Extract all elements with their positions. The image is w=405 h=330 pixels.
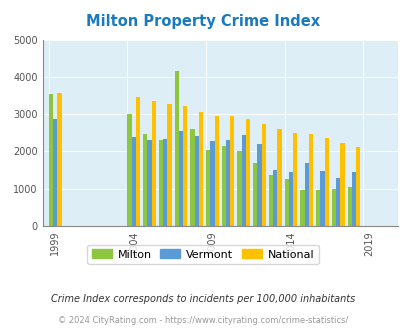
Bar [320, 171, 324, 226]
Bar [190, 129, 194, 226]
Bar [351, 172, 355, 226]
Bar [178, 131, 183, 226]
Bar [335, 178, 339, 226]
Bar [288, 172, 292, 226]
Bar [221, 146, 226, 226]
Bar [308, 134, 312, 226]
Bar [355, 148, 359, 226]
Bar [214, 116, 218, 226]
Bar [257, 145, 261, 226]
Bar [163, 139, 167, 226]
Bar [158, 140, 163, 226]
Bar [237, 151, 241, 226]
Bar [183, 106, 187, 226]
Bar [339, 143, 344, 226]
Bar [210, 141, 214, 226]
Bar [292, 133, 296, 226]
Bar [127, 114, 131, 226]
Text: © 2024 CityRating.com - https://www.cityrating.com/crime-statistics/: © 2024 CityRating.com - https://www.city… [58, 315, 347, 325]
Bar [194, 136, 198, 226]
Text: Crime Index corresponds to incidents per 100,000 inhabitants: Crime Index corresponds to incidents per… [51, 294, 354, 304]
Bar [49, 94, 53, 226]
Bar [253, 163, 257, 226]
Bar [245, 119, 249, 226]
Bar [136, 97, 140, 226]
Bar [261, 124, 265, 226]
Bar [57, 92, 62, 226]
Bar [304, 163, 308, 226]
Bar [241, 135, 245, 226]
Bar [331, 189, 335, 226]
Bar [198, 112, 202, 226]
Bar [143, 134, 147, 226]
Bar [226, 140, 230, 226]
Bar [273, 170, 277, 226]
Bar [53, 119, 57, 226]
Bar [131, 137, 136, 226]
Bar [268, 175, 273, 226]
Bar [167, 104, 171, 226]
Bar [174, 71, 178, 226]
Bar [205, 149, 210, 226]
Legend: Milton, Vermont, National: Milton, Vermont, National [87, 245, 318, 264]
Bar [315, 190, 320, 226]
Bar [151, 101, 156, 226]
Bar [324, 138, 328, 226]
Bar [147, 140, 151, 226]
Bar [284, 179, 288, 226]
Bar [300, 190, 304, 226]
Bar [347, 186, 351, 226]
Text: Milton Property Crime Index: Milton Property Crime Index [86, 14, 319, 29]
Bar [230, 116, 234, 226]
Bar [277, 129, 281, 226]
